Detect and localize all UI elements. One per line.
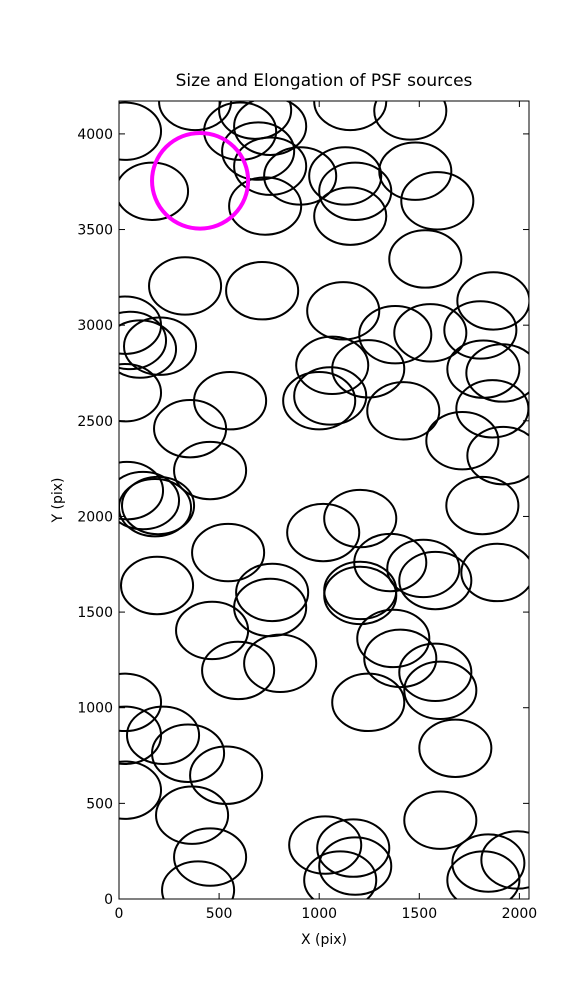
- x-tick-label: 1500: [401, 906, 437, 922]
- psf-ellipse: [398, 642, 473, 703]
- psf-ellipse: [293, 366, 368, 426]
- psf-ellipse: [400, 171, 475, 231]
- psf-ellipse: [323, 565, 398, 626]
- psf-ellipse: [175, 600, 250, 661]
- psf-ellipse: [189, 745, 264, 805]
- psf-ellipse: [119, 101, 163, 161]
- psf-ellipse: [456, 271, 529, 331]
- psf-ellipse: [201, 640, 276, 701]
- psf-ellipse: [191, 522, 266, 583]
- psf-ellipse: [318, 161, 393, 221]
- psf-ellipse: [119, 760, 163, 820]
- psf-ellipse: [306, 281, 381, 341]
- y-tick-label: 4000: [77, 127, 113, 143]
- psf-ellipse: [243, 633, 318, 694]
- psf-ellipse: [316, 818, 391, 878]
- psf-ellipse: [398, 550, 473, 611]
- y-tick-label: 3000: [77, 318, 113, 334]
- psf-ellipse: [451, 833, 526, 893]
- y-tick-label: 500: [86, 796, 113, 812]
- psf-ellipse: [313, 186, 388, 246]
- psf-ellipse: [235, 562, 310, 623]
- y-tick-label: 1000: [77, 701, 113, 717]
- psf-ellipse: [356, 608, 431, 669]
- psf-ellipse: [153, 398, 228, 459]
- y-tick-label: 3500: [77, 223, 113, 239]
- psf-ellipse: [465, 343, 529, 403]
- psf-ellipse: [119, 161, 190, 221]
- psf-ellipse: [443, 300, 518, 360]
- x-tick-label: 0: [115, 906, 124, 922]
- psf-ellipse: [119, 477, 193, 538]
- y-axis-label: Y (pix): [50, 478, 66, 524]
- psf-ellipse: [308, 146, 383, 206]
- psf-ellipse: [119, 363, 163, 423]
- psf-ellipse: [331, 339, 406, 399]
- psf-ellipse: [126, 705, 201, 765]
- psf-ellipse: [418, 718, 493, 778]
- psf-ellipse: [373, 101, 448, 141]
- psf-ellipse: [466, 425, 529, 486]
- psf-ellipse: [121, 475, 196, 536]
- psf-ellipse: [119, 470, 181, 531]
- chart-title: Size and Elongation of PSF sources: [176, 71, 473, 91]
- psf-ellipse: [393, 303, 468, 363]
- psf-ellipse: [119, 672, 163, 733]
- psf-ellipse: [366, 381, 441, 441]
- psf-ellipse: [233, 101, 308, 156]
- psf-ellipse: [225, 261, 300, 321]
- psf-ellipse: [161, 860, 236, 899]
- plot-marks: [119, 101, 529, 899]
- psf-ellipse: [403, 790, 478, 850]
- x-tick-label: 500: [206, 906, 233, 922]
- x-tick-label: 2000: [502, 906, 538, 922]
- psf-ellipse: [193, 371, 268, 431]
- psf-ellipse: [151, 723, 226, 783]
- psf-ellipse: [233, 577, 308, 638]
- psf-ellipse: [173, 440, 248, 501]
- y-tick-label: 0: [104, 892, 113, 908]
- psf-ellipse: [358, 305, 433, 365]
- psf-ellipse: [288, 815, 363, 875]
- psf-ellipse: [323, 488, 398, 549]
- psf-ellipse: [378, 141, 453, 201]
- psf-ellipse: [363, 628, 438, 689]
- psf-ellipse: [388, 229, 463, 289]
- psf-ellipse: [228, 176, 303, 236]
- psf-ellipse: [303, 850, 378, 899]
- psf-ellipse: [148, 256, 223, 316]
- psf-ellipse: [403, 660, 478, 721]
- plot-frame: [118, 100, 530, 900]
- psf-ellipse: [173, 827, 248, 887]
- psf-ellipse: [218, 101, 293, 140]
- psf-ellipse: [282, 371, 357, 431]
- x-tick-label: 1000: [301, 906, 337, 922]
- psf-ellipse: [460, 542, 529, 603]
- psf-ellipse: [295, 335, 370, 396]
- psf-ellipse: [119, 319, 178, 379]
- psf-ellipse: [123, 316, 198, 376]
- y-tick-label: 1500: [77, 605, 113, 621]
- y-tick-label: 2500: [77, 414, 113, 430]
- psf-ellipse: [318, 836, 393, 896]
- psf-ellipse: [331, 672, 406, 733]
- y-tick-label: 2000: [77, 509, 113, 525]
- psf-ellipse: [150, 130, 251, 231]
- psf-ellipse: [120, 555, 195, 616]
- x-axis-label: X (pix): [301, 932, 347, 948]
- psf-ellipse: [480, 830, 529, 890]
- psf-ellipse: [445, 475, 520, 536]
- psf-ellipse: [455, 379, 529, 439]
- psf-ellipse: [233, 136, 308, 196]
- psf-ellipse: [221, 121, 296, 181]
- psf-ellipse: [286, 502, 361, 563]
- psf-ellipse: [119, 310, 168, 371]
- psf-ellipse: [386, 538, 461, 599]
- psf-ellipse: [155, 785, 230, 845]
- psf-ellipse: [425, 411, 500, 471]
